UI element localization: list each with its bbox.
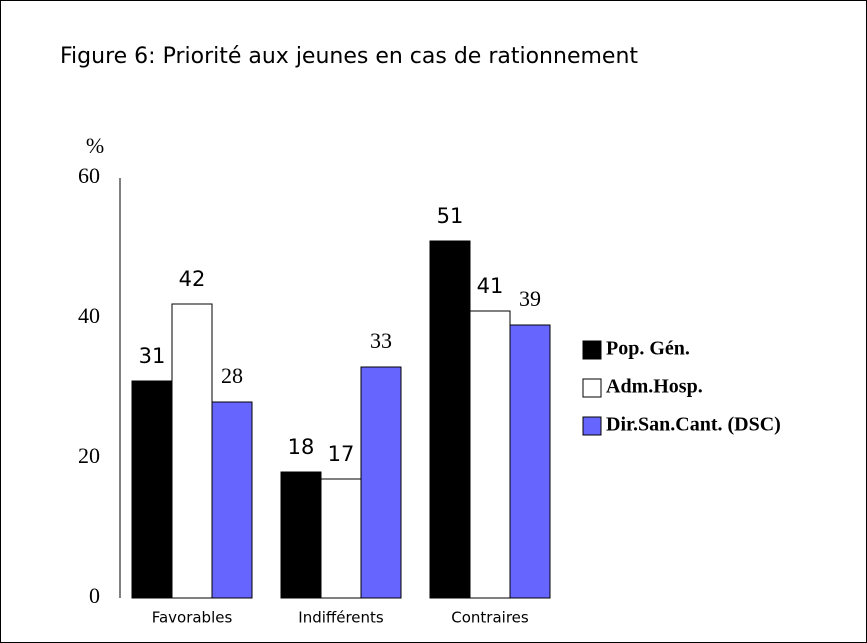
data-label: 42 [179, 267, 206, 291]
legend-label: Dir.San.Cant. (DSC) [606, 414, 781, 436]
data-label: 39 [519, 286, 541, 311]
legend-label: Adm.Hosp. [606, 376, 703, 398]
data-label: 18 [288, 435, 315, 459]
data-label: 31 [139, 344, 166, 368]
bar [509, 324, 551, 599]
data-label: 41 [477, 274, 504, 298]
x-tick-label: Indifférents [298, 609, 384, 627]
y-axis-label: % [86, 133, 104, 158]
y-tick-label: 20 [78, 443, 100, 468]
y-tick-label: 60 [78, 163, 100, 188]
x-tick-label: Favorables [152, 609, 233, 627]
bar [280, 471, 322, 599]
bar [171, 303, 213, 599]
bar [360, 366, 402, 599]
x-tick-label: Contraires [451, 609, 529, 627]
bar [469, 310, 511, 599]
bar [131, 380, 173, 599]
bar [320, 478, 362, 599]
chart-title: Figure 6: Priorité aux jeunes en cas de … [60, 44, 638, 69]
bar [429, 240, 471, 599]
bar [211, 401, 253, 599]
legend-swatch [582, 340, 602, 360]
y-tick-label: 0 [89, 583, 100, 608]
legend-label: Pop. Gén. [606, 338, 690, 360]
data-label: 51 [437, 204, 464, 228]
legend-swatch [582, 416, 602, 436]
legend-swatch [582, 378, 602, 398]
y-tick-label: 40 [78, 303, 100, 328]
data-label: 33 [370, 328, 392, 353]
data-label: 17 [328, 442, 355, 466]
data-label: 28 [221, 363, 243, 388]
